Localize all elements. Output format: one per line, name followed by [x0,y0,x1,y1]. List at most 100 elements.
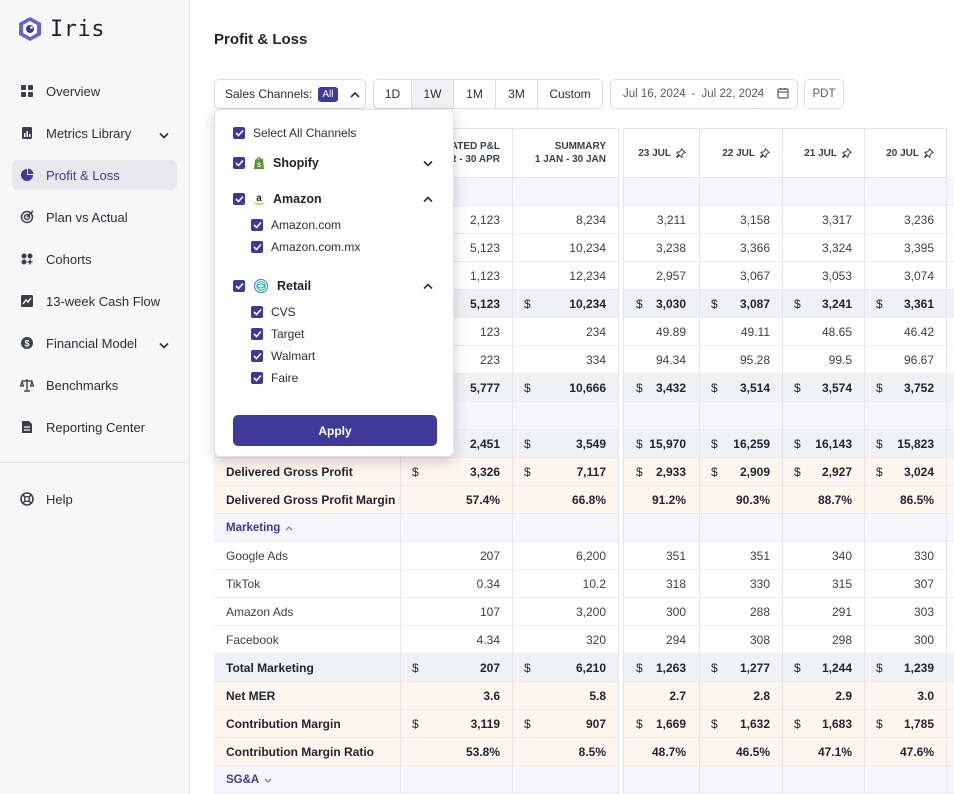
checkbox-checked-icon[interactable] [233,280,245,292]
table-cell: 3,241 [821,297,852,311]
range-custom-button[interactable]: Custom [538,80,602,108]
table-cell: 3,324 [821,241,852,255]
column-header[interactable]: 23 JUL [624,128,698,178]
calendar-icon [777,87,789,102]
currency-symbol: $ [636,661,643,675]
table-row[interactable]: Marketing [214,514,954,542]
range-1d-button[interactable]: 1D [374,80,412,108]
chevron-down-icon[interactable] [159,127,169,142]
table-cell: 1,244 [821,661,852,675]
sidebar-item-metrics-library[interactable]: Metrics Library [12,118,177,148]
channel-option[interactable]: Amazon.com.mx [251,240,360,254]
channel-group-retail[interactable]: Retail [233,279,437,293]
pin-icon[interactable] [924,148,934,158]
table-cell [624,402,698,430]
currency-symbol: $ [524,661,531,675]
channel-option[interactable]: Amazon.com [251,218,341,232]
table-cell: 3,395 [903,241,934,255]
table-cell: 2.7 [669,689,686,703]
channel-option[interactable]: Faire [251,371,298,385]
column-header[interactable]: MATED P&L R - 30 APR [400,128,512,178]
sidebar-item-benchmarks[interactable]: Benchmarks [12,370,177,400]
table-cell: 86.5% [899,493,934,507]
checkbox-checked-icon[interactable] [251,219,263,231]
range-1m-button[interactable]: 1M [454,80,496,108]
date-range-picker[interactable]: Jul 16, 2024 - Jul 22, 2024 [610,79,798,109]
table-cell: 47.1% [817,745,852,759]
column-divider [699,128,700,794]
column-header[interactable]: SUMMARY 1 JAN - 30 JAN [512,128,618,178]
table-cell: 96.67 [903,353,934,367]
table-cell: 318 [665,577,686,591]
currency-symbol: $ [711,717,718,731]
currency-symbol: $ [711,297,718,311]
channel-group-shopify[interactable]: S Shopify [233,156,437,170]
column-header[interactable]: 20 JUL [864,128,946,178]
range-3m-button[interactable]: 3M [496,80,538,108]
sidebar-item-overview[interactable]: Overview [12,76,177,106]
table-cell [699,402,782,430]
chevron-up-icon[interactable] [423,279,433,293]
chevron-down-icon[interactable] [264,777,272,783]
sidebar-item-profit-loss[interactable]: Profit & Loss [12,160,177,190]
table-row: Facebook 4.34 320 294 308 298 300 [214,626,954,654]
checkbox-checked-icon[interactable] [251,372,263,384]
sidebar-item-label: Profit & Loss [46,167,120,183]
checkbox-checked-icon[interactable] [251,328,263,340]
column-header[interactable]: 21 JUL [782,128,864,178]
table-cell: 46.42 [903,325,934,339]
table-cell: 3,366 [739,241,770,255]
chevron-up-icon[interactable] [285,525,293,531]
table-row[interactable]: SG&A [214,766,954,794]
table-cell: 3,326 [469,465,500,479]
checkbox-checked-icon[interactable] [251,306,263,318]
table-cell [512,178,618,206]
sidebar-item-13-week-cash-flow[interactable]: 13-week Cash Flow [12,286,177,316]
timezone-button[interactable]: PDT [804,79,844,109]
section-label[interactable]: Marketing [214,514,400,542]
chevron-down-icon[interactable] [159,337,169,352]
channel-option[interactable]: Walmart [251,349,315,363]
channel-group-amazon[interactable]: a Amazon [233,192,437,206]
checkbox-checked-icon[interactable] [233,157,245,169]
currency-symbol: $ [524,465,531,479]
row-label: Delivered Gross Profit Margin [226,493,396,507]
currency-symbol: $ [636,437,643,451]
currency-symbol: $ [524,297,531,311]
table-cell: 298 [831,633,852,647]
select-all-channels[interactable]: Select All Channels [233,126,356,140]
table-cell: 3,549 [575,437,606,451]
sales-channels-dropdown[interactable]: Sales Channels: All [214,79,366,109]
table-cell: 1,277 [739,661,770,675]
sidebar-item-plan-vs-actual[interactable]: Plan vs Actual [12,202,177,232]
apply-button[interactable]: Apply [233,415,437,446]
pin-icon[interactable] [842,148,852,158]
checkbox-checked-icon[interactable] [233,193,245,205]
sidebar-item-financial-model[interactable]: $ Financial Model [12,328,177,358]
sidebar-item-help[interactable]: Help [12,484,177,514]
sidebar-item-reporting-center[interactable]: Reporting Center [12,412,177,442]
table-row: Net MER 3.6 5.8 2.7 2.8 2.9 3.0 [214,682,954,710]
table-cell: 291 [831,605,852,619]
pin-icon[interactable] [760,148,770,158]
checkbox-checked-icon[interactable] [251,350,263,362]
table-cell: 4.34 [476,633,500,647]
currency-symbol: $ [711,437,718,451]
channel-option[interactable]: CVS [251,305,296,319]
section-label[interactable]: SG&A [214,766,400,794]
chevron-up-icon[interactable] [423,192,433,206]
chevron-down-icon[interactable] [423,156,433,170]
range-1w-button[interactable]: 1W [412,80,454,108]
sidebar-item-cohorts[interactable]: Cohorts [12,244,177,274]
column-header[interactable]: 22 JUL [699,128,782,178]
table-cell: 308 [749,633,770,647]
help-icon [20,492,34,506]
currency-symbol: $ [636,717,643,731]
currency-symbol: $ [636,465,643,479]
column-divider [946,128,947,794]
table-cell: 10.2 [582,577,606,591]
channel-option[interactable]: Target [251,327,304,341]
pin-icon[interactable] [676,148,686,158]
checkbox-checked-icon[interactable] [251,241,263,253]
app-logo[interactable]: Iris [18,16,105,42]
